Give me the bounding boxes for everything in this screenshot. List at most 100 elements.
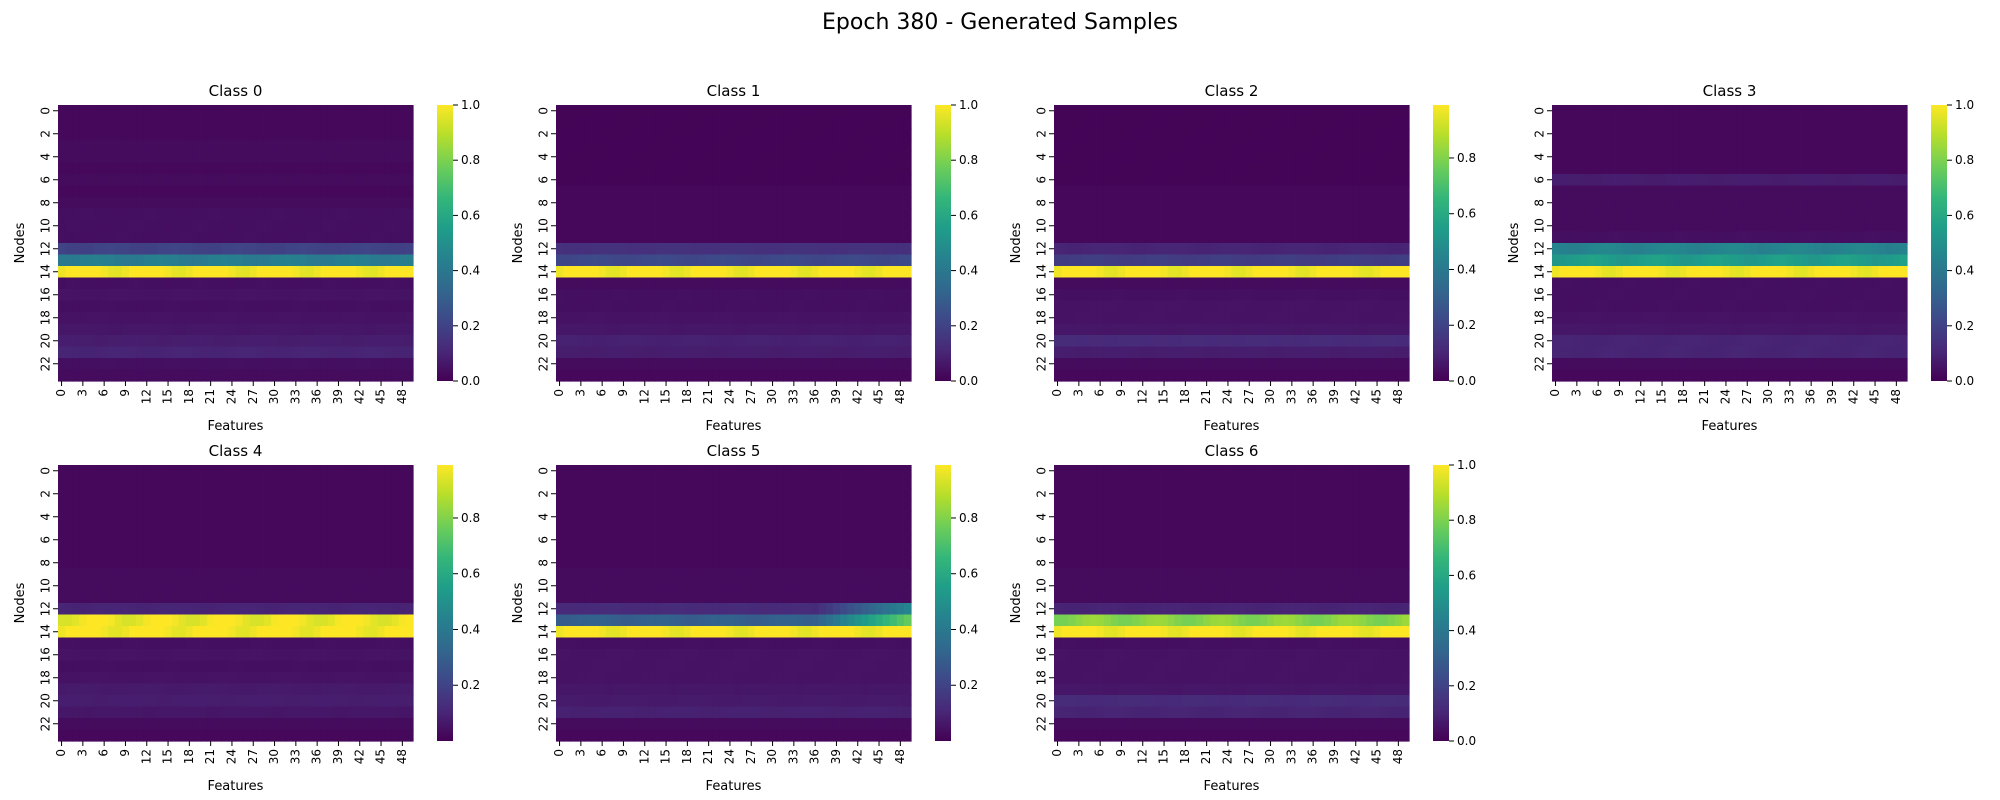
heatmap-cell	[605, 116, 614, 129]
heatmap-cell	[1708, 346, 1716, 359]
heatmap-cell	[1323, 105, 1332, 118]
heatmap-cell	[1068, 335, 1076, 348]
heatmap-cell	[1800, 105, 1809, 118]
heatmap-cell	[1765, 266, 1773, 279]
heatmap-cell	[121, 139, 130, 152]
heatmap-cell	[271, 369, 279, 382]
heatmap-cell	[129, 369, 137, 382]
heatmap-cell	[1694, 220, 1702, 233]
heatmap-cell	[1125, 312, 1133, 325]
heatmap-cell	[1694, 208, 1702, 221]
heatmap-cell	[1786, 185, 1794, 198]
heatmap-cell	[370, 369, 379, 382]
heatmap-cell	[1899, 151, 1908, 164]
heatmap-cell	[1686, 139, 1695, 152]
heatmap-cell	[1203, 151, 1211, 164]
heatmap-cell	[1330, 197, 1339, 210]
heatmap-cell	[1224, 231, 1233, 244]
heatmap-cell	[178, 254, 187, 267]
heatmap-cell	[1644, 139, 1652, 152]
heatmap-cell	[584, 128, 593, 141]
heatmap-cell	[313, 185, 322, 198]
heatmap-cell	[58, 243, 66, 256]
heatmap-cell	[1188, 116, 1197, 129]
heatmap-cell	[584, 312, 593, 325]
heatmap-cell	[1715, 254, 1723, 267]
heatmap-cell	[1096, 185, 1105, 198]
heatmap-cell	[648, 128, 656, 141]
heatmap-cell	[556, 266, 564, 279]
heatmap-cell	[1089, 323, 1098, 336]
heatmap-cell	[263, 369, 272, 382]
heatmap-cell	[861, 197, 869, 210]
heatmap-cell	[278, 151, 286, 164]
heatmap-cell	[868, 151, 877, 164]
heatmap-cell	[1779, 105, 1787, 118]
heatmap-cell	[612, 300, 621, 313]
heatmap-cell	[1679, 300, 1688, 313]
heatmap-cell	[556, 116, 564, 129]
heatmap-cell	[107, 323, 116, 336]
heatmap-cell	[356, 277, 364, 290]
heatmap-cell	[1231, 174, 1240, 187]
heatmap-cell	[1323, 243, 1332, 256]
heatmap-cell	[882, 243, 891, 256]
heatmap-cell	[1274, 197, 1282, 210]
heatmap-cell	[1096, 254, 1105, 267]
heatmap-cell	[1743, 289, 1752, 302]
heatmap-cell	[299, 358, 308, 371]
heatmap-cell	[1075, 335, 1083, 348]
heatmap-cell	[320, 323, 329, 336]
heatmap-cell	[1779, 266, 1787, 279]
heatmap-cell	[214, 231, 222, 244]
heatmap-cell	[1295, 358, 1304, 371]
heatmap-cell	[313, 243, 322, 256]
heatmap-cell	[100, 231, 109, 244]
heatmap-cell	[1807, 162, 1816, 175]
heatmap-cell	[1196, 243, 1204, 256]
heatmap-cell	[1217, 174, 1225, 187]
heatmap-cell	[868, 208, 877, 221]
heatmap-cell	[896, 369, 905, 382]
heatmap-cell	[1672, 162, 1681, 175]
heatmap-cell	[363, 139, 371, 152]
heatmap-cell	[228, 289, 237, 302]
heatmap-cell	[847, 312, 855, 325]
heatmap-cell	[1779, 254, 1787, 267]
heatmap-cell	[1885, 220, 1894, 233]
heatmap-cell	[1828, 105, 1837, 118]
heatmap-cell	[228, 323, 237, 336]
heatmap-cell	[669, 358, 678, 371]
heatmap-cell	[1373, 312, 1382, 325]
heatmap-cell	[1153, 151, 1162, 164]
heatmap-cell	[58, 162, 66, 175]
heatmap-cell	[1160, 358, 1169, 371]
heatmap-cell	[1082, 128, 1091, 141]
heatmap-cell	[1203, 139, 1211, 152]
heatmap-cell	[171, 266, 180, 279]
heatmap-cell	[1153, 116, 1162, 129]
heatmap-cell	[1394, 323, 1403, 336]
heatmap-cell	[1316, 266, 1325, 279]
heatmap-cell	[1814, 300, 1823, 313]
heatmap-cell	[1587, 139, 1596, 152]
heatmap-cell	[1245, 174, 1254, 187]
heatmap-cell	[861, 243, 869, 256]
heatmap-cell	[669, 231, 678, 244]
heatmap-cell	[221, 151, 229, 164]
heatmap-cell	[1082, 185, 1091, 198]
heatmap-cell	[832, 105, 841, 118]
heatmap-cell	[1061, 185, 1069, 198]
heatmap-cell	[1146, 323, 1154, 336]
heatmap-cell	[747, 335, 756, 348]
heatmap-cell	[72, 185, 80, 198]
heatmap-cell	[100, 300, 109, 313]
heatmap-cell	[776, 358, 784, 371]
heatmap-cell	[1338, 346, 1346, 359]
heatmap-cell	[285, 220, 293, 233]
heatmap-cell	[1259, 358, 1268, 371]
heatmap-cell	[1281, 128, 1289, 141]
heatmap-cell	[1323, 346, 1332, 359]
heatmap-cell	[1274, 300, 1282, 313]
heatmap-cell	[634, 128, 642, 141]
